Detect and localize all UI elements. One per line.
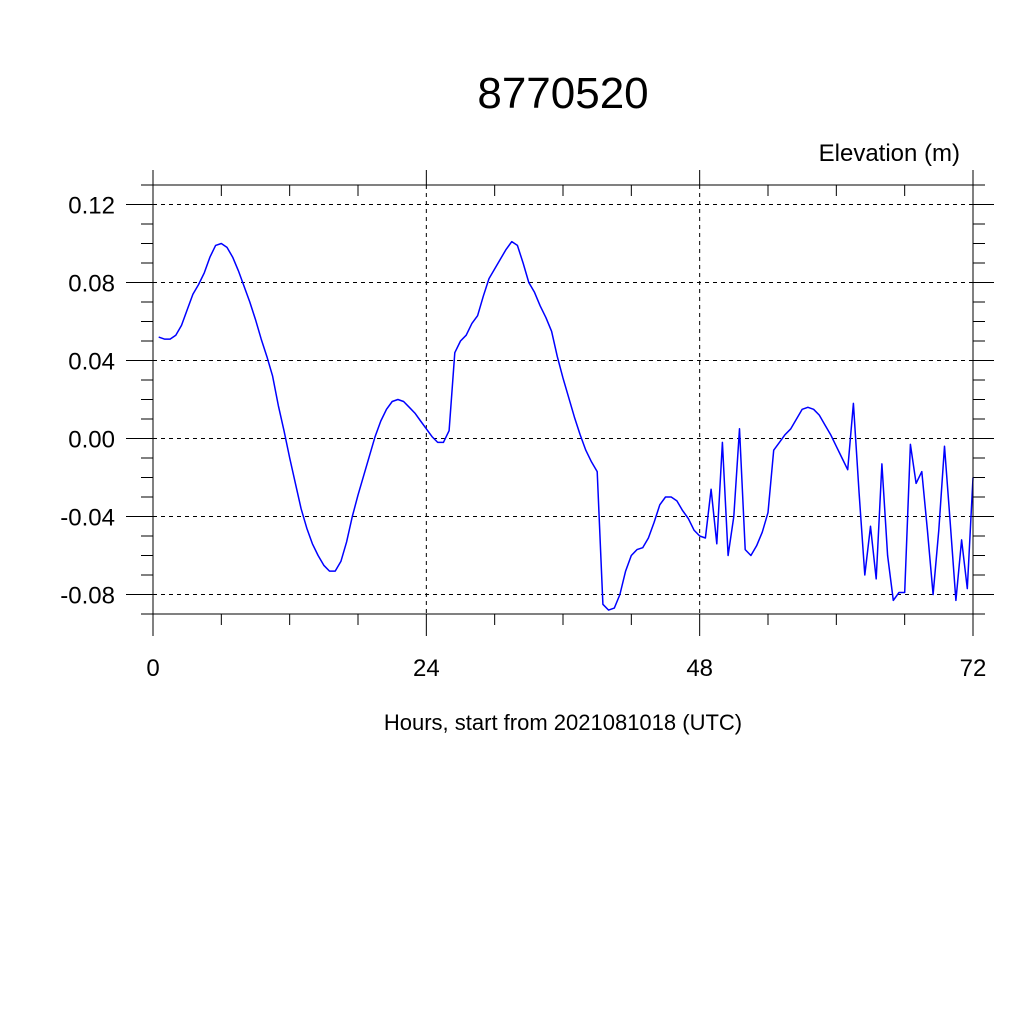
y-tick-label: 0.12 bbox=[68, 193, 115, 220]
elevation-series-line bbox=[158, 240, 974, 611]
chart-title: 8770520 bbox=[477, 69, 648, 118]
y-tick-label: -0.04 bbox=[60, 505, 115, 532]
x-axis-label: Hours, start from 2021081018 (UTC) bbox=[384, 710, 742, 735]
x-tick-label: 48 bbox=[686, 655, 713, 682]
x-tick-label: 24 bbox=[413, 655, 440, 682]
plot-frame bbox=[152, 184, 974, 615]
series-layer bbox=[158, 240, 974, 611]
y-tick-label: 0.04 bbox=[68, 349, 115, 376]
x-tick-label: 72 bbox=[960, 655, 987, 682]
y-tick-label: 0.00 bbox=[68, 427, 115, 454]
y-tick-label: -0.08 bbox=[60, 583, 115, 610]
x-tick-label: 0 bbox=[146, 655, 159, 682]
y-axis-label: Elevation (m) bbox=[819, 140, 960, 167]
y-tick-label: 0.08 bbox=[68, 271, 115, 298]
tick-labels: 0.12 0.08 0.04 0.00 -0.04 -0.08 0 24 48 72 bbox=[60, 193, 986, 683]
grid-lines bbox=[152, 185, 974, 614]
axis-ticks bbox=[126, 170, 994, 636]
